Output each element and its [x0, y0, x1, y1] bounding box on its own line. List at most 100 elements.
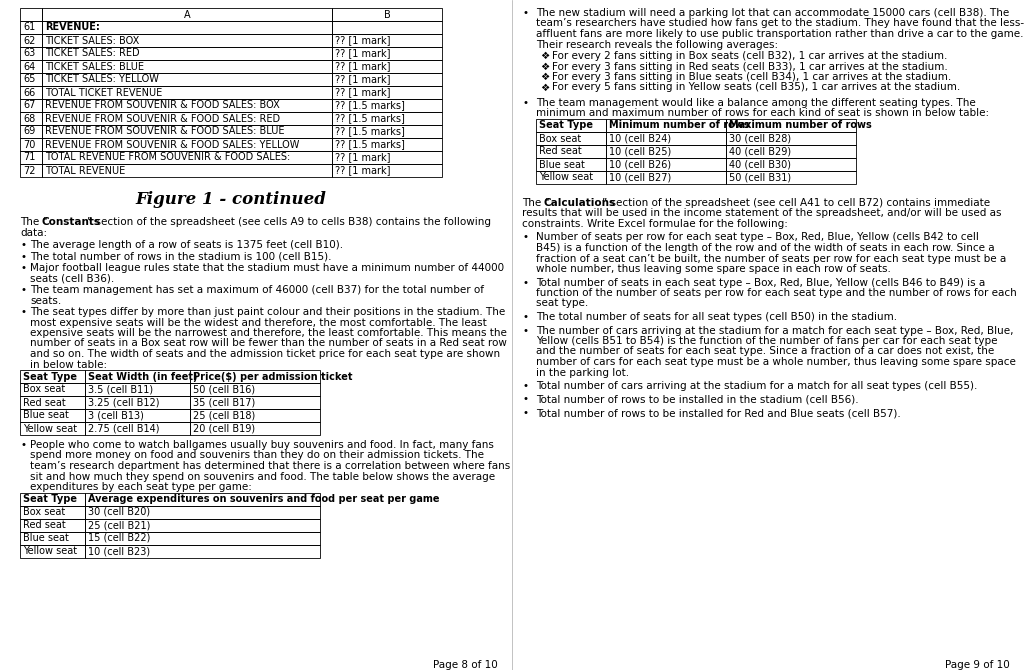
Text: Price($) per admission ticket: Price($) per admission ticket — [193, 371, 352, 381]
Text: Yellow seat: Yellow seat — [23, 423, 77, 433]
Bar — [190, 383, 319, 396]
Bar — [85, 370, 190, 383]
Text: ” section of the spreadsheet (see cells A9 to cells B38) contains the following: ” section of the spreadsheet (see cells … — [87, 217, 490, 227]
Text: and so on. The width of seats and the admission ticket price for each seat type : and so on. The width of seats and the ad… — [30, 349, 500, 359]
Text: ❖: ❖ — [540, 62, 549, 72]
Bar — [42, 8, 332, 21]
Bar — [726, 132, 856, 145]
Text: TICKET SALES: RED: TICKET SALES: RED — [45, 48, 139, 58]
Text: most expensive seats will be the widest and therefore, the most comfortable. The: most expensive seats will be the widest … — [30, 318, 486, 328]
Bar — [42, 73, 332, 86]
Bar — [42, 99, 332, 112]
Bar — [536, 145, 606, 158]
Bar — [85, 531, 319, 545]
Bar — [536, 171, 606, 184]
Bar — [85, 519, 319, 531]
Text: Seat Type: Seat Type — [23, 494, 77, 504]
Bar — [20, 21, 42, 34]
Text: 67: 67 — [23, 100, 36, 111]
Text: 68: 68 — [23, 113, 35, 123]
Text: Yellow seat: Yellow seat — [539, 172, 593, 182]
Bar — [20, 519, 85, 531]
Text: 40 (cell B29): 40 (cell B29) — [729, 147, 792, 157]
Text: ?? [1 mark]: ?? [1 mark] — [335, 36, 390, 46]
Bar — [85, 492, 319, 505]
Text: Red seat: Red seat — [23, 520, 66, 530]
Text: ?? [1.5 marks]: ?? [1.5 marks] — [335, 139, 404, 149]
Bar — [85, 545, 319, 557]
Text: 72: 72 — [23, 165, 36, 176]
Text: spend more money on food and souvenirs than they do on their admission tickets. : spend more money on food and souvenirs t… — [30, 450, 484, 460]
Text: ❖: ❖ — [540, 82, 549, 92]
Text: •: • — [20, 285, 26, 295]
Text: For every 5 fans sitting in Yellow seats (cell B35), 1 car arrives at the stadiu: For every 5 fans sitting in Yellow seats… — [552, 82, 961, 92]
Text: fraction of a seat can’t be built, the number of seats per row for each seat typ: fraction of a seat can’t be built, the n… — [536, 253, 1007, 263]
Text: ?? [1 mark]: ?? [1 mark] — [335, 165, 390, 176]
Text: Box seat: Box seat — [23, 507, 66, 517]
Bar — [536, 132, 606, 145]
Text: Box seat: Box seat — [23, 385, 66, 395]
Text: 3.25 (cell B12): 3.25 (cell B12) — [88, 397, 160, 407]
Text: Page 8 of 10: Page 8 of 10 — [433, 660, 498, 670]
Text: number of cars for each seat type must be a whole number, thus leaving some spar: number of cars for each seat type must b… — [536, 357, 1016, 367]
Text: •: • — [522, 408, 528, 418]
Text: TICKET SALES: BOX: TICKET SALES: BOX — [45, 36, 139, 46]
Text: Minimum number of rows: Minimum number of rows — [609, 121, 750, 131]
Text: Box seat: Box seat — [539, 133, 582, 143]
Text: Major football league rules state that the stadium must have a minimum number of: Major football league rules state that t… — [30, 263, 504, 273]
Bar — [332, 164, 442, 177]
Bar — [332, 138, 442, 151]
Bar — [190, 370, 319, 383]
Bar — [85, 505, 319, 519]
Text: A: A — [183, 9, 190, 19]
Text: The team management has set a maximum of 46000 (cell B37) for the total number o: The team management has set a maximum of… — [30, 285, 484, 295]
Text: Red seat: Red seat — [539, 147, 582, 157]
Text: 10 (cell B26): 10 (cell B26) — [609, 159, 671, 170]
Text: sit and how much they spend on souvenirs and food. The table below shows the ave: sit and how much they spend on souvenirs… — [30, 472, 496, 482]
Bar — [536, 119, 606, 132]
Text: 25 (cell B21): 25 (cell B21) — [88, 520, 151, 530]
Text: TOTAL REVENUE: TOTAL REVENUE — [45, 165, 125, 176]
Text: 35 (cell B17): 35 (cell B17) — [193, 397, 255, 407]
Text: 10 (cell B27): 10 (cell B27) — [609, 172, 672, 182]
Text: •: • — [20, 440, 26, 450]
Text: whole number, thus leaving some spare space in each row of seats.: whole number, thus leaving some spare sp… — [536, 264, 891, 274]
Text: Seat Width (in feet): Seat Width (in feet) — [88, 371, 198, 381]
Text: expenditures by each seat type per game:: expenditures by each seat type per game: — [30, 482, 252, 492]
Text: ?? [1.5 marks]: ?? [1.5 marks] — [335, 113, 404, 123]
Text: ?? [1.5 marks]: ?? [1.5 marks] — [335, 127, 404, 137]
Bar — [20, 34, 42, 47]
Text: 40 (cell B30): 40 (cell B30) — [729, 159, 791, 170]
Text: 50 (cell B16): 50 (cell B16) — [193, 385, 255, 395]
Text: The total number of seats for all seat types (cell B50) in the stadium.: The total number of seats for all seat t… — [536, 312, 897, 322]
Bar — [726, 119, 856, 132]
Bar — [20, 383, 85, 396]
Text: ?? [1 mark]: ?? [1 mark] — [335, 88, 390, 98]
Text: 30 (cell B20): 30 (cell B20) — [88, 507, 151, 517]
Text: ?? [1 mark]: ?? [1 mark] — [335, 48, 390, 58]
Text: 30 (cell B28): 30 (cell B28) — [729, 133, 792, 143]
Text: Calculations: Calculations — [544, 198, 616, 208]
Text: Average expenditures on souvenirs and food per seat per game: Average expenditures on souvenirs and fo… — [88, 494, 439, 504]
Text: The “: The “ — [522, 198, 550, 208]
Bar — [332, 60, 442, 73]
Bar — [20, 164, 42, 177]
Bar — [42, 34, 332, 47]
Text: team’s research department has determined that there is a correlation between wh: team’s research department has determine… — [30, 461, 510, 471]
Bar — [332, 21, 442, 34]
Bar — [20, 492, 85, 505]
Bar — [606, 171, 726, 184]
Bar — [20, 47, 42, 60]
Text: 71: 71 — [23, 153, 36, 163]
Text: REVENUE:: REVENUE: — [45, 23, 100, 33]
Text: 64: 64 — [23, 62, 35, 72]
Bar — [606, 119, 726, 132]
Bar — [20, 86, 42, 99]
Bar — [332, 73, 442, 86]
Text: 10 (cell B25): 10 (cell B25) — [609, 147, 672, 157]
Text: For every 3 fans sitting in Blue seats (cell B34), 1 car arrives at the stadium.: For every 3 fans sitting in Blue seats (… — [552, 72, 951, 82]
Text: 10 (cell B23): 10 (cell B23) — [88, 546, 151, 556]
Bar — [42, 138, 332, 151]
Text: •: • — [522, 277, 528, 287]
Text: Seat Type: Seat Type — [539, 121, 593, 131]
